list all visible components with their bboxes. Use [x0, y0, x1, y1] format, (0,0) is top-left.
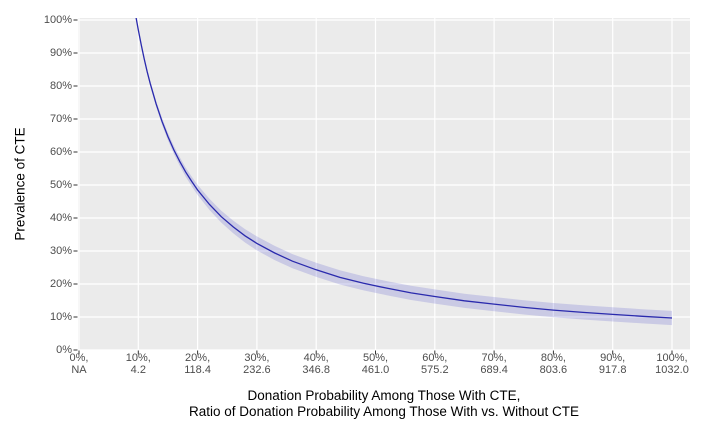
y-tick-label: 20% — [49, 278, 72, 290]
y-tick-label: 90% — [49, 47, 72, 59]
x-tick-label: 90%, 917.8 — [581, 352, 645, 376]
x-tick-label: 20%, 118.4 — [166, 352, 230, 376]
panel-background — [78, 18, 690, 350]
x-tick-label-ratio: 575.2 — [421, 364, 449, 376]
x-tick-label: 100%, 1032.0 — [640, 352, 704, 376]
x-tick-label: 70%, 689.4 — [462, 352, 526, 376]
x-tick-label-ratio: 917.8 — [598, 364, 627, 376]
x-tick-label-probability: 20%, — [185, 352, 211, 364]
x-tick-label-probability: 70%, — [481, 352, 507, 364]
x-tick-label-probability: 30%, — [244, 352, 270, 364]
x-tick-label-probability: 0%, — [69, 352, 89, 364]
x-axis-title: Donation Probability Among Those With CT… — [55, 388, 713, 420]
x-tick-label-probability: 50%, — [362, 352, 389, 364]
x-tick-label: 80%, 803.6 — [521, 352, 585, 376]
y-tick-label: 70% — [49, 113, 72, 125]
x-tick-label-probability: 80%, — [540, 352, 566, 364]
y-tick-label: 100% — [43, 14, 72, 26]
x-tick-label-ratio: 461.0 — [361, 364, 390, 376]
x-tick-label: 50%, 461.0 — [344, 352, 408, 376]
x-tick-label-ratio: NA — [71, 364, 87, 376]
y-tick-label: 30% — [49, 245, 72, 257]
x-tick-label-ratio: 689.4 — [480, 364, 508, 376]
x-tick-label: 10%, 4.2 — [106, 352, 170, 376]
x-tick-label-probability: 100%, — [656, 352, 688, 364]
y-tick-label: 80% — [49, 80, 72, 92]
x-tick-label: 0%, NA — [47, 352, 111, 376]
x-tick-label-ratio: 4.2 — [130, 364, 146, 376]
x-tick-label-ratio: 346.8 — [302, 364, 330, 376]
confidence-band — [135, 18, 672, 326]
x-tick-label-ratio: 232.6 — [243, 364, 271, 376]
x-axis-title-line2: Ratio of Donation Probability Among Thos… — [189, 404, 579, 419]
x-tick-label-probability: 40%, — [303, 352, 329, 364]
x-tick-label-probability: 60%, — [422, 352, 448, 364]
x-tick-label-probability: 90%, — [600, 352, 626, 364]
y-tick-label: 50% — [49, 179, 72, 191]
x-axis-title-line1: Donation Probability Among Those With CT… — [247, 388, 521, 403]
x-tick-label-ratio: 1032.0 — [655, 364, 689, 376]
y-tick-label: 40% — [49, 212, 72, 224]
y-tick-label: 0% — [56, 344, 72, 356]
y-tick-label: 10% — [49, 311, 72, 323]
x-tick-label: 30%, 232.6 — [225, 352, 289, 376]
x-tick-label-probability: 10%, — [125, 352, 151, 364]
x-tick-label-ratio: 118.4 — [184, 364, 211, 376]
x-tick-label: 40%, 346.8 — [284, 352, 348, 376]
x-tick-label-ratio: 803.6 — [539, 364, 568, 376]
y-tick-label: 60% — [49, 146, 72, 158]
prevalence-curve — [135, 18, 673, 319]
x-tick-label: 60%, 575.2 — [403, 352, 467, 376]
